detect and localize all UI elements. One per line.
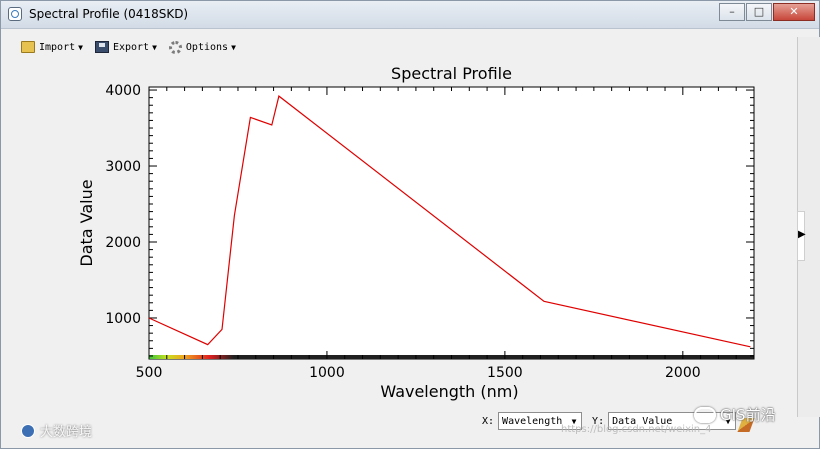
gear-icon bbox=[168, 40, 182, 54]
side-panel-toggle[interactable] bbox=[797, 211, 805, 261]
import-menu-button[interactable]: Import ▼ bbox=[21, 41, 83, 53]
toolbar: Import ▼ Export ▼ Options ▼ bbox=[21, 38, 248, 56]
maximize-button[interactable]: □ bbox=[746, 3, 772, 21]
y-tick-label: 3000 bbox=[105, 159, 141, 175]
plot-area bbox=[148, 86, 755, 360]
y-tick-label: 4000 bbox=[105, 83, 141, 99]
y-tick-label: 2000 bbox=[105, 235, 141, 251]
watermark-url: https://blog.csdn.net/weixin_4 bbox=[561, 424, 712, 435]
y-axis-select[interactable]: Data Value ▼ bbox=[608, 412, 737, 430]
expand-arrow-icon[interactable]: ▶ bbox=[798, 229, 806, 240]
app-icon bbox=[8, 7, 22, 21]
y-axis-label: Y: bbox=[592, 415, 605, 427]
options-label: Options bbox=[185, 41, 229, 53]
options-menu-button[interactable]: Options ▼ bbox=[168, 40, 236, 54]
spectrum-line bbox=[149, 95, 751, 348]
wechat-icon bbox=[694, 406, 716, 423]
x-tick-label: 1500 bbox=[487, 365, 523, 381]
y-tick-label: 1000 bbox=[105, 311, 141, 327]
chevron-down-icon: ▼ bbox=[78, 42, 83, 52]
x-tick-label: 2000 bbox=[665, 365, 701, 381]
chevron-down-icon: ▼ bbox=[152, 42, 157, 52]
x-axis-value: Wavelength bbox=[502, 415, 563, 427]
save-icon bbox=[94, 41, 109, 53]
watermark-right-text: GIS前沿 bbox=[720, 406, 776, 424]
chart-svg[interactable]: Spectral Profile Wavelength (nm) Data Valu… bbox=[1, 57, 801, 412]
title-bar[interactable]: Spectral Profile (0418SKD) – □ ✕ bbox=[1, 1, 819, 29]
export-menu-button[interactable]: Export ▼ bbox=[94, 41, 157, 53]
watermark-left-text: 大数跨境 bbox=[40, 425, 93, 440]
chevron-down-icon: ▼ bbox=[571, 416, 577, 426]
window-controls: – □ ✕ bbox=[718, 3, 815, 21]
axis-selectors: X: Wavelength ▼ Y: Data Value ▼ bbox=[482, 412, 746, 430]
x-tick-label: 500 bbox=[136, 365, 163, 381]
x-axis-select[interactable]: Wavelength ▼ bbox=[498, 412, 583, 430]
y-axis-value: Data Value bbox=[612, 415, 673, 427]
watermark-left: 大数跨境 bbox=[21, 421, 92, 440]
spectral-chart[interactable]: Spectral Profile Wavelength (nm) Data Valu… bbox=[1, 57, 801, 412]
import-label: Import bbox=[39, 41, 76, 53]
x-tick-label: 1000 bbox=[309, 365, 345, 381]
folder-icon bbox=[21, 41, 35, 53]
watermark-right: GIS前沿 bbox=[694, 404, 776, 425]
chevron-down-icon: ▼ bbox=[725, 416, 731, 426]
chart-title: Spectral Profile bbox=[391, 64, 512, 83]
window-title: Spectral Profile (0418SKD) bbox=[29, 7, 189, 21]
chevron-down-icon: ▼ bbox=[231, 42, 236, 52]
minimize-button[interactable]: – bbox=[719, 3, 745, 21]
close-button[interactable]: ✕ bbox=[773, 3, 815, 21]
x-axis-title: Wavelength (nm) bbox=[380, 382, 518, 401]
x-axis-label: X: bbox=[482, 415, 495, 427]
y-axis-title: Data Value bbox=[77, 179, 96, 266]
watermark-logo-icon bbox=[21, 423, 35, 438]
export-label: Export bbox=[112, 41, 150, 53]
